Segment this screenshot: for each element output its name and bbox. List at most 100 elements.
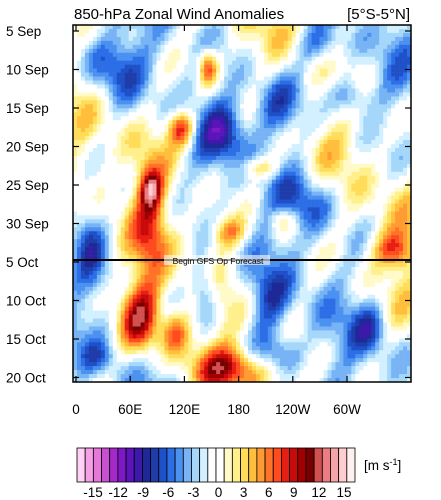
heatmap-cell xyxy=(355,120,360,125)
heatmap-cell xyxy=(120,64,125,69)
heatmap-cell xyxy=(399,48,404,54)
heatmap-cell xyxy=(236,128,241,133)
heatmap-cell xyxy=(108,44,114,50)
heatmap-cell xyxy=(124,96,129,101)
heatmap-cell xyxy=(267,40,273,46)
heatmap-cell xyxy=(196,191,201,196)
heatmap-cell xyxy=(176,235,181,240)
heatmap-cell xyxy=(367,76,372,81)
heatmap-cell xyxy=(323,243,328,248)
heatmap-cell xyxy=(84,44,90,50)
heatmap-cell xyxy=(180,235,185,240)
heatmap-cell xyxy=(311,96,316,101)
heatmap-cell xyxy=(120,179,125,184)
heatmap-cell xyxy=(148,100,153,105)
heatmap-cell xyxy=(100,179,106,184)
heatmap-cell xyxy=(112,84,118,89)
heatmap-cell xyxy=(176,223,181,228)
heatmap-cell xyxy=(80,151,86,157)
heatmap-cell xyxy=(259,52,265,58)
heatmap-cell xyxy=(347,199,352,204)
heatmap-cell xyxy=(391,25,396,30)
heatmap-cell xyxy=(295,136,300,141)
heatmap-cell xyxy=(232,52,237,58)
heatmap-cell xyxy=(172,116,177,121)
heatmap-cell xyxy=(379,144,384,149)
heatmap-cell xyxy=(331,223,336,228)
heatmap-cell xyxy=(295,207,300,212)
heatmap-cell xyxy=(399,120,404,125)
heatmap-cell xyxy=(184,239,189,244)
heatmap-cell xyxy=(387,28,392,34)
heatmap-cell xyxy=(263,231,269,236)
heatmap-cell xyxy=(132,124,137,129)
heatmap-cell xyxy=(395,175,400,180)
heatmap-cell xyxy=(152,28,157,34)
heatmap-cell xyxy=(184,60,189,65)
heatmap-cell xyxy=(80,159,86,165)
heatmap-cell xyxy=(84,255,90,260)
heatmap-cell xyxy=(367,243,372,248)
heatmap-cell xyxy=(335,104,340,109)
heatmap-cell xyxy=(164,140,169,145)
heatmap-cell xyxy=(124,116,129,121)
heatmap-cell xyxy=(267,167,273,173)
heatmap-cell xyxy=(104,155,110,161)
heatmap-cell xyxy=(295,84,300,89)
heatmap-cell xyxy=(92,203,98,208)
heatmap-cell xyxy=(160,231,165,236)
heatmap-cell xyxy=(112,108,118,113)
heatmap-cell xyxy=(303,144,308,149)
heatmap-cell xyxy=(112,247,118,252)
heatmap-cell xyxy=(108,52,114,58)
heatmap-cell xyxy=(279,255,285,260)
heatmap-cell xyxy=(236,144,241,149)
heatmap-cell xyxy=(88,32,94,38)
heatmap-cell xyxy=(73,128,78,133)
heatmap-cell xyxy=(188,60,193,65)
heatmap-cell xyxy=(216,219,221,224)
heatmap-cell xyxy=(347,251,352,256)
heatmap-cell xyxy=(403,116,408,121)
heatmap-cell xyxy=(140,211,145,216)
heatmap-cell xyxy=(96,247,102,252)
heatmap-cell xyxy=(387,32,392,38)
heatmap-cell xyxy=(152,48,157,54)
heatmap-cell xyxy=(212,108,217,113)
heatmap-cell xyxy=(156,44,161,50)
heatmap-cell xyxy=(136,116,141,121)
heatmap-cell xyxy=(347,40,352,46)
heatmap-cell xyxy=(120,231,125,236)
heatmap-cell xyxy=(323,116,328,121)
heatmap-cell xyxy=(263,116,269,121)
heatmap-cell xyxy=(287,140,293,145)
heatmap-cell xyxy=(347,100,352,105)
heatmap-cell xyxy=(331,56,336,61)
heatmap-cell xyxy=(355,116,360,121)
heatmap-cell xyxy=(216,96,221,101)
heatmap-cell xyxy=(307,231,312,236)
heatmap-cell xyxy=(140,167,145,173)
heatmap-cell xyxy=(315,56,320,61)
heatmap-cell xyxy=(168,88,173,93)
heatmap-cell xyxy=(275,219,281,224)
heatmap-cell xyxy=(208,144,213,149)
heatmap-cell xyxy=(92,223,98,228)
heatmap-cell xyxy=(351,60,356,65)
heatmap-cell xyxy=(271,179,277,184)
heatmap-cell xyxy=(216,215,221,220)
heatmap-cell xyxy=(192,151,197,157)
heatmap-cell xyxy=(275,132,281,137)
heatmap-cell xyxy=(144,155,149,161)
heatmap-cell xyxy=(287,147,293,153)
heatmap-cell xyxy=(299,116,304,121)
heatmap-cell xyxy=(287,171,293,177)
heatmap-cell xyxy=(104,28,110,34)
heatmap-cell xyxy=(283,76,289,81)
heatmap-cell xyxy=(339,183,344,188)
heatmap-cell xyxy=(283,128,289,133)
heatmap-cell xyxy=(367,147,372,153)
heatmap-cell xyxy=(192,88,197,93)
heatmap-cell xyxy=(355,80,360,85)
heatmap-cell xyxy=(73,251,78,256)
